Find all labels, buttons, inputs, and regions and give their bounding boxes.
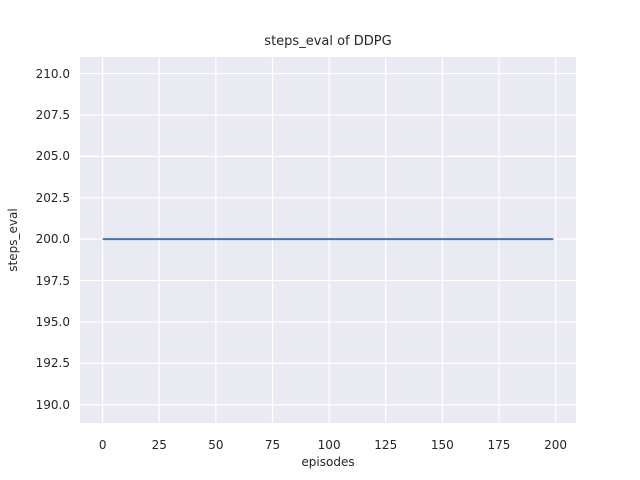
y-tick-label: 192.5 <box>35 356 70 371</box>
chart-title: steps_eval of DDPG <box>264 34 392 49</box>
x-axis-label: episodes <box>301 455 355 469</box>
x-tick-label: 0 <box>98 438 107 452</box>
x-tick-label: 100 <box>317 438 341 452</box>
y-tick-label: 195.0 <box>35 314 70 329</box>
plot-area <box>80 57 576 423</box>
plot-svg <box>80 57 576 423</box>
x-tick-label: 50 <box>208 438 224 452</box>
y-tick-label: 200.0 <box>35 232 70 247</box>
y-tick-label: 205.0 <box>35 149 70 164</box>
y-tick-label: 210.0 <box>35 66 70 81</box>
x-tick-label: 75 <box>264 438 281 452</box>
x-tick-label: 25 <box>151 438 167 452</box>
y-tick-label: 202.5 <box>35 190 70 205</box>
y-tick-label: 190.0 <box>35 397 70 412</box>
x-tick-label: 125 <box>374 438 398 452</box>
y-tick-label: 207.5 <box>35 107 70 122</box>
y-tick-label: 197.5 <box>35 273 70 288</box>
x-tick-label: 150 <box>430 438 454 452</box>
x-tick-label: 175 <box>487 438 511 452</box>
x-tick-label: 200 <box>544 438 568 452</box>
